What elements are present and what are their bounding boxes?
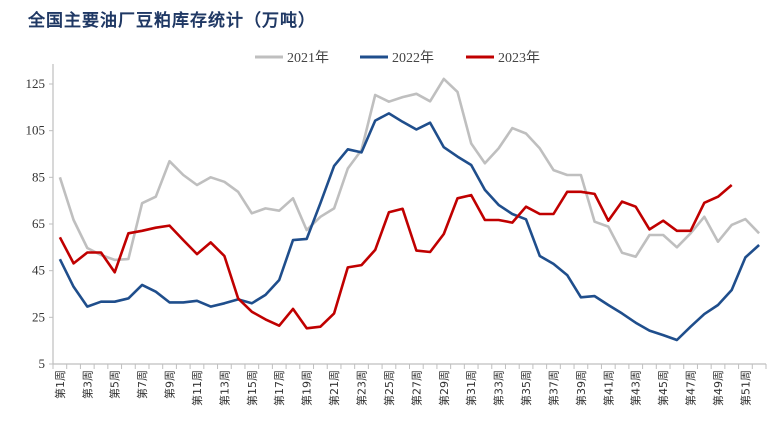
x-tick-label: 第27周 bbox=[409, 370, 423, 406]
y-tick-label: 125 bbox=[26, 76, 46, 91]
x-tick-label: 第45周 bbox=[656, 370, 670, 406]
x-tick-label: 第31周 bbox=[464, 370, 478, 406]
series-points-2023年 bbox=[59, 184, 732, 329]
x-tick-label: 第3周 bbox=[80, 370, 94, 399]
x-tick-label: 第37周 bbox=[546, 370, 560, 406]
y-tick-label: 65 bbox=[32, 216, 45, 231]
x-tick-label: 第39周 bbox=[574, 370, 588, 406]
x-tick-label: 第51周 bbox=[738, 370, 752, 406]
y-tick-label: 45 bbox=[32, 263, 45, 278]
x-tick-label: 第43周 bbox=[629, 370, 643, 406]
series-lines bbox=[58, 77, 761, 342]
x-tick-label: 第33周 bbox=[492, 370, 506, 406]
series-line-2022年 bbox=[58, 112, 760, 342]
x-tick-label: 第9周 bbox=[163, 370, 177, 399]
series-line-2021年 bbox=[58, 77, 761, 262]
x-tick-label: 第5周 bbox=[108, 370, 122, 399]
x-tick-label: 第19周 bbox=[300, 370, 314, 406]
x-tick-label: 第47周 bbox=[684, 370, 698, 406]
legend: 2021年 2022年 2023年 bbox=[255, 50, 540, 66]
x-tick-label: 第17周 bbox=[272, 370, 286, 406]
y-tick-label: 105 bbox=[26, 123, 46, 138]
y-tick-label: 85 bbox=[32, 169, 45, 184]
x-tick-label: 第1周 bbox=[53, 370, 67, 399]
x-tick-label: 第23周 bbox=[355, 370, 369, 406]
series-line-2023年 bbox=[58, 184, 733, 330]
y-tick-label: 25 bbox=[32, 309, 45, 324]
legend-label: 2021年 bbox=[287, 50, 329, 66]
x-tick-label: 第7周 bbox=[135, 370, 149, 399]
series-points-2022年 bbox=[59, 113, 760, 341]
y-tick-label: 5 bbox=[39, 356, 46, 371]
x-tick-label: 第41周 bbox=[601, 370, 615, 406]
x-tick-label: 第29周 bbox=[437, 370, 451, 406]
x-tick-label: 第15周 bbox=[245, 370, 259, 406]
x-tick-label: 第35周 bbox=[519, 370, 533, 406]
x-tick-label: 第49周 bbox=[711, 370, 725, 406]
chart-title: 全国主要油厂豆粕库存统计（万吨） bbox=[28, 11, 316, 31]
x-tick-label: 第11周 bbox=[190, 370, 204, 406]
x-tick-label: 第25周 bbox=[382, 370, 396, 406]
x-tick-label: 第13周 bbox=[217, 370, 231, 406]
series-points-2021年 bbox=[59, 78, 760, 261]
legend-label: 2022年 bbox=[392, 50, 434, 66]
x-tick-label: 第21周 bbox=[327, 370, 341, 406]
legend-label: 2023年 bbox=[498, 50, 540, 66]
